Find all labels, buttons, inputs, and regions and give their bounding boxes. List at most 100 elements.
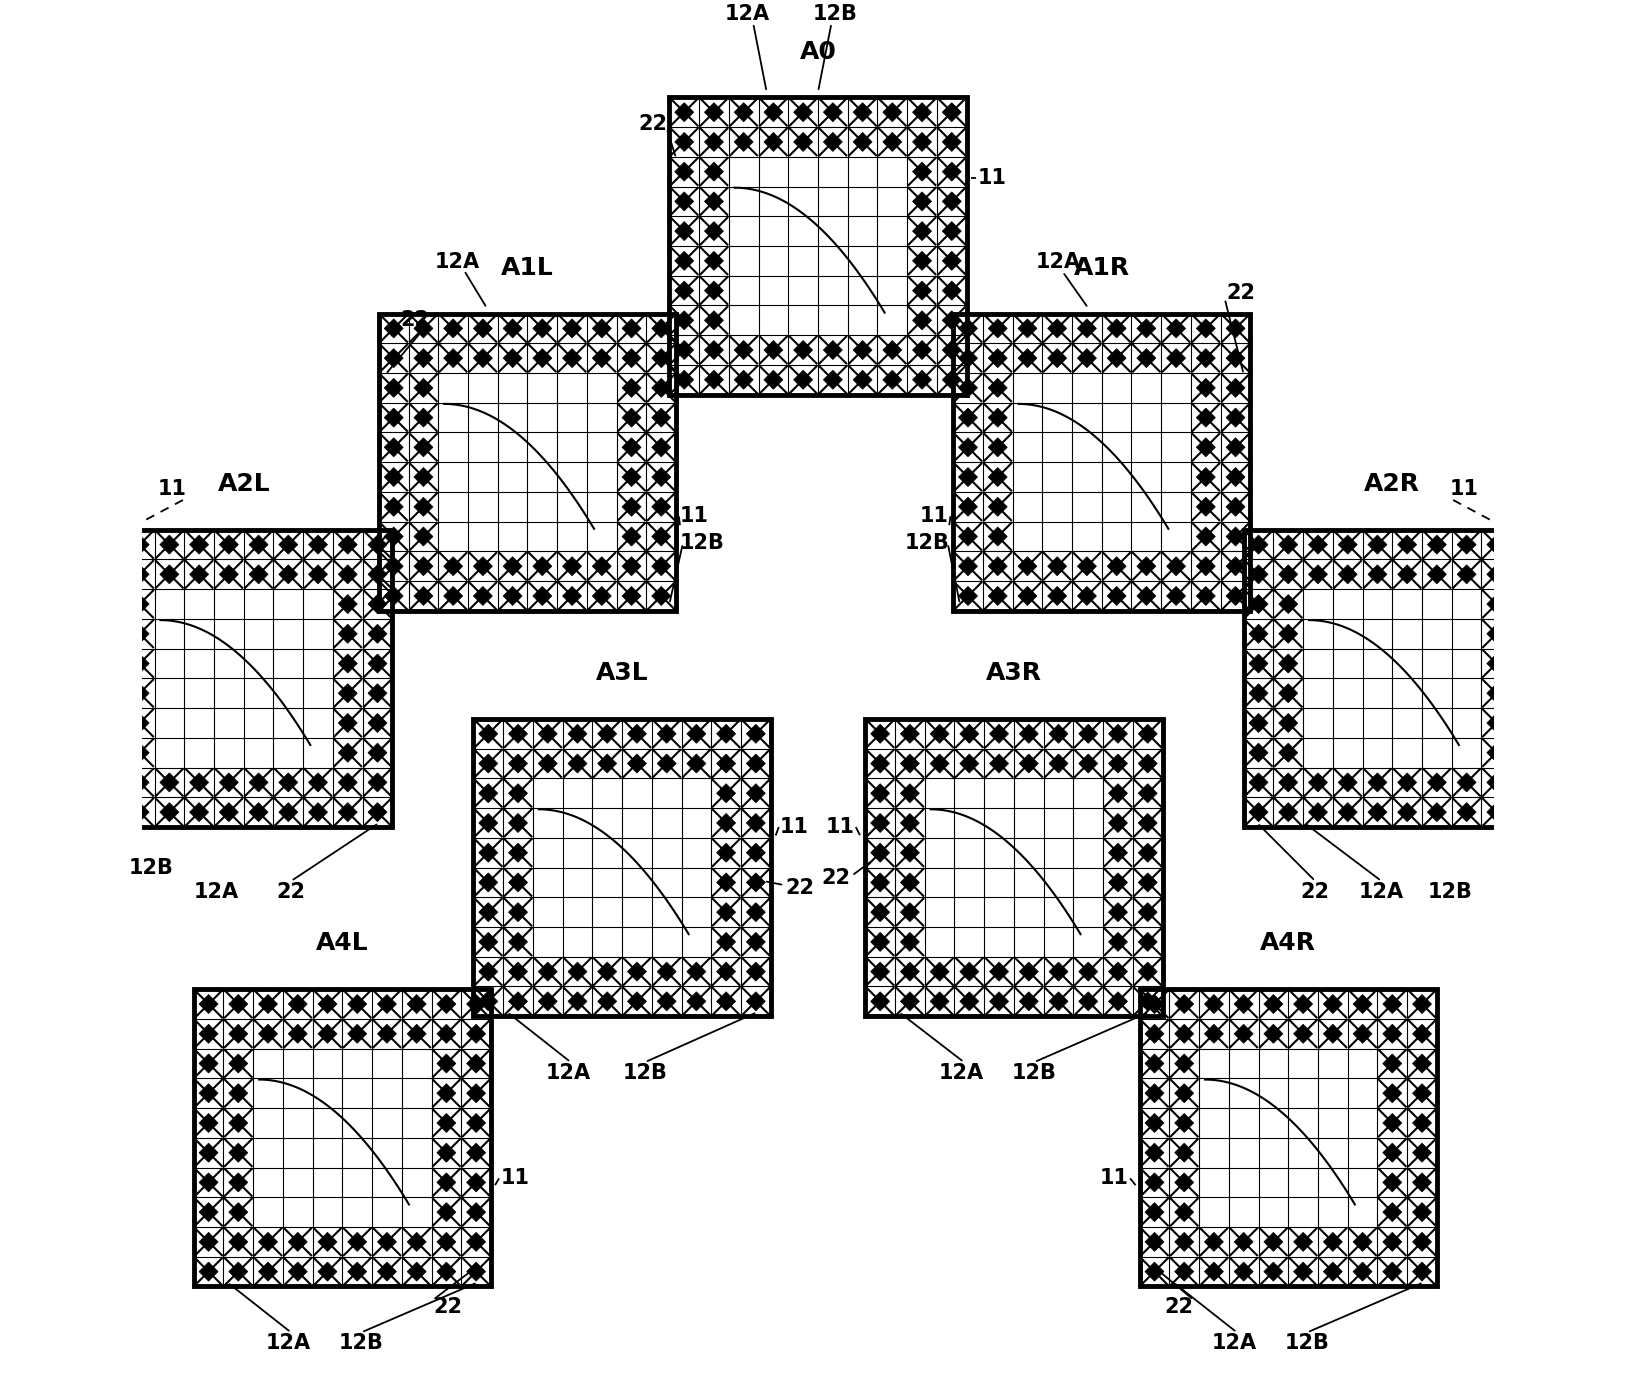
Polygon shape xyxy=(959,527,977,545)
Bar xyxy=(622,719,651,748)
Bar xyxy=(682,956,712,987)
Bar xyxy=(954,779,985,808)
Bar xyxy=(185,679,214,708)
Polygon shape xyxy=(339,773,357,793)
Bar xyxy=(1482,619,1512,648)
Bar xyxy=(954,956,985,987)
Bar xyxy=(432,1019,461,1049)
Bar xyxy=(954,719,985,748)
Bar xyxy=(1191,343,1220,373)
Bar xyxy=(409,343,438,373)
Bar xyxy=(699,128,728,157)
Bar xyxy=(468,522,497,551)
Bar xyxy=(1199,1049,1229,1078)
Bar xyxy=(244,679,273,708)
Bar xyxy=(1101,373,1132,403)
Polygon shape xyxy=(309,773,327,793)
Bar xyxy=(1132,868,1163,897)
Bar xyxy=(185,619,214,648)
Polygon shape xyxy=(942,280,962,300)
Bar xyxy=(1319,1049,1348,1078)
Polygon shape xyxy=(823,340,843,359)
Polygon shape xyxy=(384,408,402,428)
Polygon shape xyxy=(1109,754,1127,773)
Bar xyxy=(473,897,504,927)
Bar xyxy=(651,748,682,779)
Bar xyxy=(214,768,244,797)
Polygon shape xyxy=(200,1262,218,1281)
Polygon shape xyxy=(348,1262,366,1281)
Bar xyxy=(1482,738,1512,768)
Text: 12A: 12A xyxy=(265,1334,311,1353)
Bar xyxy=(818,276,847,305)
Bar xyxy=(651,956,682,987)
Text: A1L: A1L xyxy=(501,255,555,280)
Polygon shape xyxy=(229,1202,247,1221)
Text: 11: 11 xyxy=(157,479,187,500)
Polygon shape xyxy=(437,1053,456,1073)
Bar xyxy=(1482,797,1512,827)
Bar xyxy=(438,491,468,522)
Bar xyxy=(224,1256,254,1287)
Polygon shape xyxy=(1109,933,1127,951)
Bar xyxy=(273,589,303,619)
Bar xyxy=(193,1167,224,1198)
Text: 11: 11 xyxy=(826,818,854,837)
Polygon shape xyxy=(1234,1233,1253,1252)
Bar xyxy=(1103,868,1132,897)
Polygon shape xyxy=(674,222,694,240)
Polygon shape xyxy=(628,962,646,981)
Polygon shape xyxy=(1019,725,1039,744)
Bar xyxy=(592,838,622,868)
Polygon shape xyxy=(1412,1144,1432,1162)
Polygon shape xyxy=(717,962,736,981)
Bar xyxy=(789,157,818,186)
Text: A3R: A3R xyxy=(987,661,1042,686)
Bar xyxy=(1304,679,1333,708)
Bar xyxy=(1422,708,1451,738)
Polygon shape xyxy=(414,587,434,605)
Bar xyxy=(983,403,1013,433)
Bar xyxy=(1220,582,1250,611)
Polygon shape xyxy=(100,773,119,793)
Polygon shape xyxy=(479,784,497,802)
Bar xyxy=(1132,582,1162,611)
Bar xyxy=(985,927,1014,956)
Bar xyxy=(617,433,646,462)
Polygon shape xyxy=(959,379,977,397)
Bar xyxy=(877,217,908,246)
Bar xyxy=(1044,868,1073,897)
Polygon shape xyxy=(942,103,962,122)
Polygon shape xyxy=(100,684,119,702)
Bar xyxy=(699,186,728,217)
Polygon shape xyxy=(414,379,434,397)
Polygon shape xyxy=(1353,995,1373,1013)
Bar xyxy=(1073,927,1103,956)
Polygon shape xyxy=(988,468,1008,487)
Polygon shape xyxy=(764,103,784,122)
Polygon shape xyxy=(1324,995,1343,1013)
Bar xyxy=(1072,551,1101,582)
Polygon shape xyxy=(658,725,676,744)
Bar xyxy=(908,276,937,305)
Bar xyxy=(1140,990,1170,1019)
Bar xyxy=(409,403,438,433)
Bar xyxy=(438,433,468,462)
Polygon shape xyxy=(1324,1262,1343,1281)
Polygon shape xyxy=(190,773,209,793)
Bar xyxy=(646,433,676,462)
Bar xyxy=(1229,1198,1258,1227)
Bar xyxy=(380,522,409,551)
Bar xyxy=(789,186,818,217)
Polygon shape xyxy=(473,319,492,337)
Polygon shape xyxy=(1139,933,1157,951)
Bar xyxy=(954,433,983,462)
Bar xyxy=(1042,522,1072,551)
Bar xyxy=(1319,990,1348,1019)
Polygon shape xyxy=(705,103,723,122)
Bar xyxy=(669,217,699,246)
Bar xyxy=(193,1198,224,1227)
Polygon shape xyxy=(823,371,843,389)
Bar xyxy=(1132,343,1162,373)
Bar xyxy=(332,679,363,708)
